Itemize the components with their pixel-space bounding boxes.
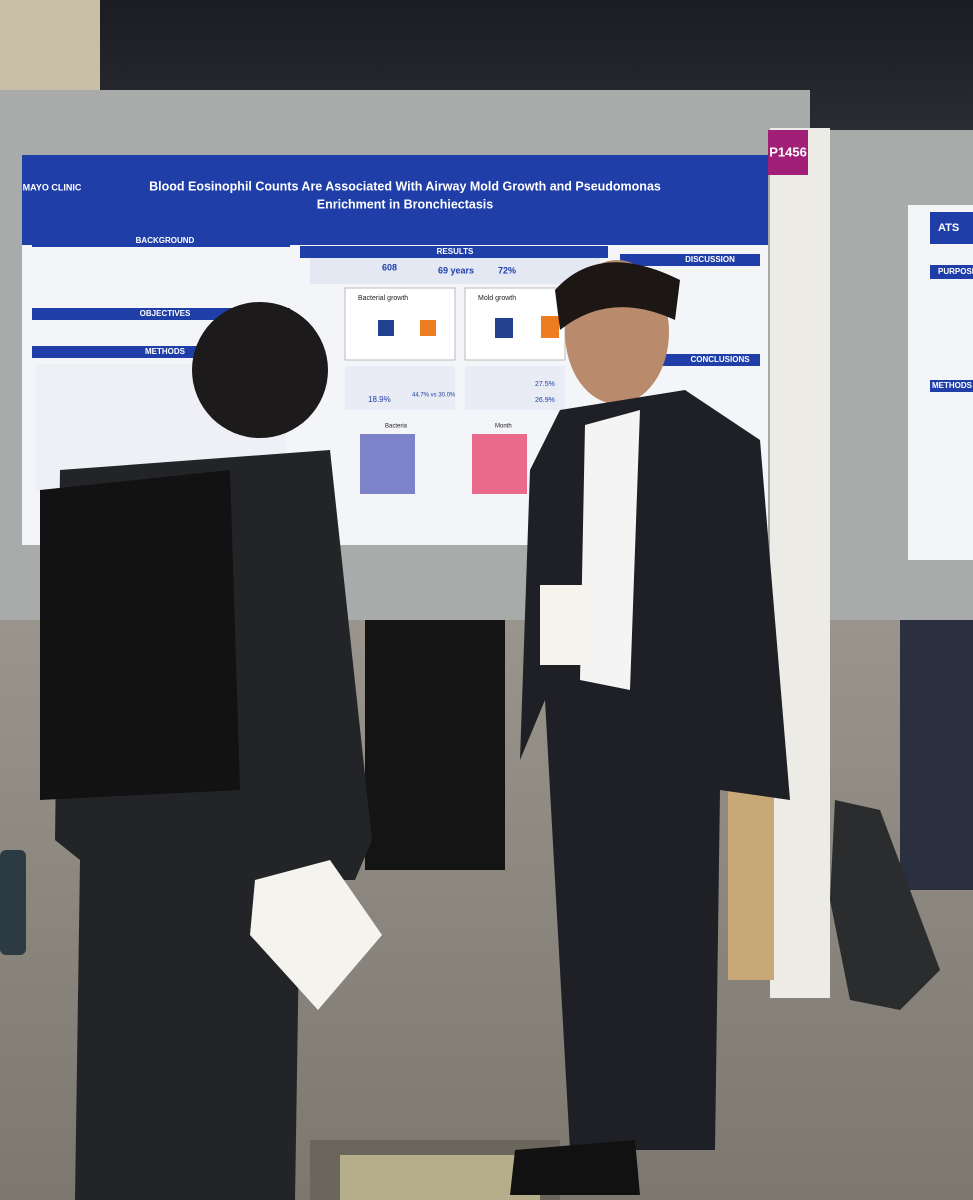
bar-icon xyxy=(495,318,513,338)
poster-id: P1456 xyxy=(769,144,807,159)
finding: 27.5% xyxy=(535,381,555,388)
section-heading: CONCLUSIONS xyxy=(690,355,750,364)
poster-title: Blood Eosinophil Counts Are Associated W… xyxy=(149,179,661,193)
shirt xyxy=(580,410,640,690)
backpack xyxy=(40,470,240,800)
stats-row xyxy=(310,258,600,284)
section-bar xyxy=(930,265,973,279)
section-heading: METHODS xyxy=(932,381,973,390)
stat: 69 years xyxy=(438,265,474,275)
section-heading: RESULTS xyxy=(437,247,474,256)
stat: 72% xyxy=(498,265,516,275)
panel-label: Mold growth xyxy=(478,295,516,302)
hair xyxy=(555,262,680,330)
finding: 44.7% vs 30.0% xyxy=(412,393,456,399)
stacked-bars xyxy=(360,434,415,494)
person-background xyxy=(900,620,973,890)
section-heading: OBJECTIVES xyxy=(140,309,191,318)
panel xyxy=(344,287,456,361)
section-heading: DISCUSSION xyxy=(685,255,735,264)
section-bar xyxy=(660,354,760,366)
poster-id-tag xyxy=(768,130,808,175)
bar-icon xyxy=(420,320,436,336)
logo: MAYO CLINIC xyxy=(23,182,82,192)
chart-label: Month xyxy=(495,424,512,430)
section-heading: BACKGROUND xyxy=(136,236,195,245)
side-logo: ATS xyxy=(938,222,959,234)
board-post xyxy=(770,128,830,998)
panel xyxy=(345,366,455,410)
head xyxy=(192,302,328,438)
finding: 18.9% xyxy=(368,395,391,404)
bottle xyxy=(0,850,26,955)
bar-icon xyxy=(378,320,394,336)
shoe xyxy=(510,1140,640,1195)
floor-plate-inner xyxy=(340,1155,540,1200)
wall xyxy=(0,0,100,95)
chart-label: Bacteria xyxy=(385,424,408,430)
side-logo-box xyxy=(930,212,973,244)
backpack-floor xyxy=(830,800,940,1010)
section-bar xyxy=(620,254,760,266)
section-heading: METHODS xyxy=(145,347,186,356)
poster-header xyxy=(22,155,768,245)
bar-icon xyxy=(541,316,559,338)
finding: 26.9% xyxy=(535,397,555,404)
poster-title: Enrichment in Bronchiectasis xyxy=(317,197,493,211)
stacked-bars xyxy=(472,434,527,494)
section-bar xyxy=(300,246,608,258)
section-heading: PURPOSE xyxy=(938,267,973,276)
section-bar xyxy=(930,380,973,392)
panel xyxy=(465,366,565,410)
section-bar xyxy=(32,235,290,247)
stat: 608 xyxy=(382,262,397,272)
person-background xyxy=(365,620,505,870)
notebook xyxy=(250,860,382,1010)
panel-label: Bacterial growth xyxy=(358,295,408,302)
badge xyxy=(540,585,590,665)
